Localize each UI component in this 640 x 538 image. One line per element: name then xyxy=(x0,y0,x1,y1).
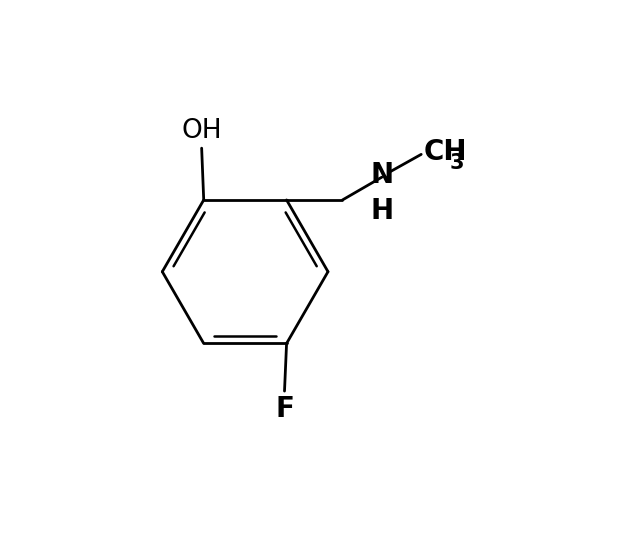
Text: CH: CH xyxy=(423,138,467,166)
Text: F: F xyxy=(275,395,294,423)
Text: N: N xyxy=(371,161,394,189)
Text: 3: 3 xyxy=(449,153,464,173)
Text: OH: OH xyxy=(181,118,222,144)
Text: H: H xyxy=(371,197,394,225)
